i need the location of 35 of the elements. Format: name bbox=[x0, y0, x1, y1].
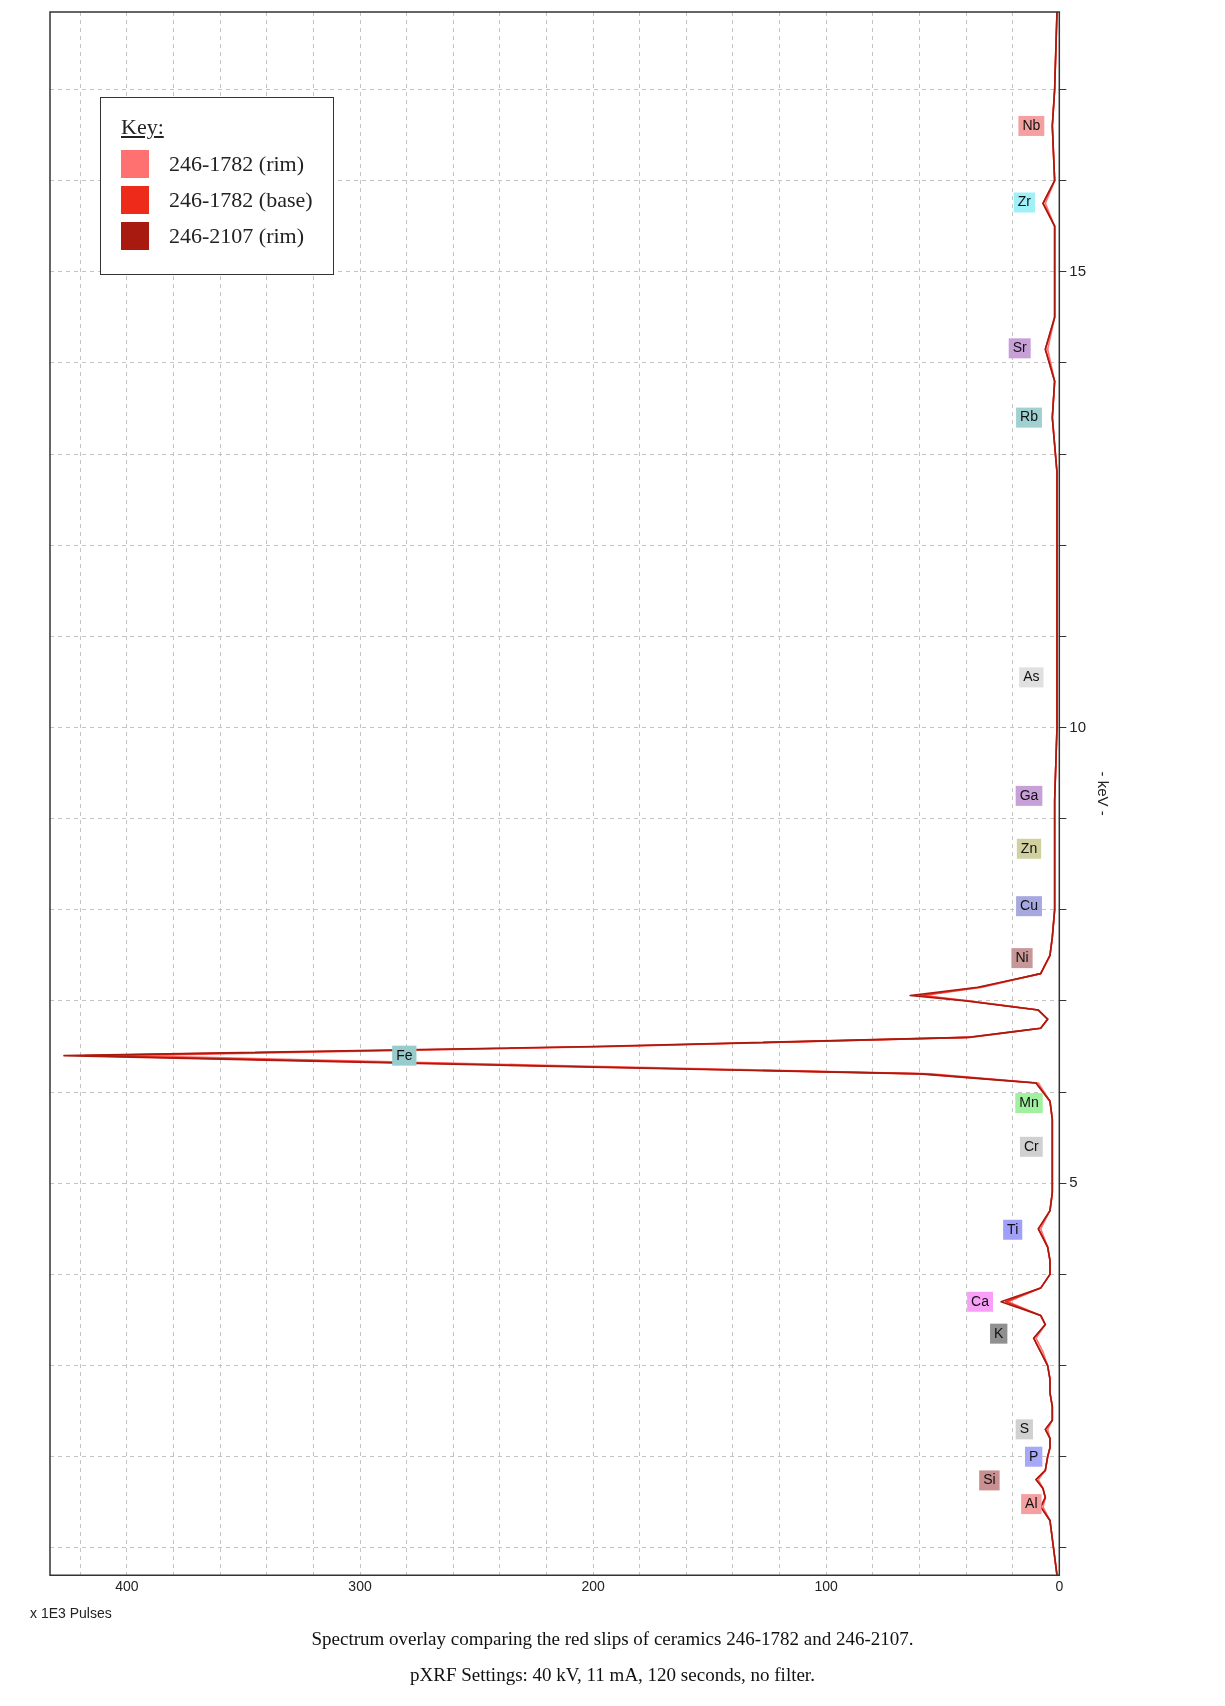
y-tick-label: 15 bbox=[1069, 261, 1086, 279]
annotation: Mn bbox=[1019, 1093, 1039, 1110]
annotation: As bbox=[1023, 668, 1040, 685]
x-tick-label: 0 bbox=[1055, 1578, 1064, 1595]
annotation: Rb bbox=[1020, 408, 1039, 425]
y-axis-title: - keV - bbox=[1094, 771, 1112, 816]
annotation: Al bbox=[1025, 1494, 1038, 1511]
annotation: Zr bbox=[1017, 193, 1032, 210]
x-axis-title: x 1E3 Pulses bbox=[30, 1605, 112, 1622]
legend-label: 246-2107 (rim) bbox=[169, 223, 305, 249]
annotation: Fe bbox=[396, 1046, 413, 1063]
annotation: Sr bbox=[1012, 339, 1028, 356]
legend-label: 246-1782 (base) bbox=[169, 187, 313, 213]
text: pXRF Settings: 40 kV, 11 mA, 120 seconds, no filter. bbox=[409, 1664, 816, 1686]
x-tick-label: 100 bbox=[814, 1578, 839, 1595]
annotation: Cu bbox=[1020, 897, 1038, 914]
annotation: S bbox=[1019, 1420, 1030, 1437]
legend-label: 246-1782 (rim) bbox=[169, 151, 305, 177]
text: Spectrum overlay comparing the red slips of ceramics 246-1782 and 246-2107. bbox=[310, 1628, 915, 1650]
annotation: Cr bbox=[1023, 1137, 1040, 1154]
x-tick-label: 200 bbox=[581, 1578, 606, 1595]
y-tick-label: 5 bbox=[1069, 1173, 1078, 1191]
annotation: P bbox=[1029, 1447, 1039, 1464]
x-tick-label: 400 bbox=[115, 1578, 139, 1595]
annotation: K bbox=[994, 1324, 1005, 1341]
annotation: Zn bbox=[1020, 839, 1038, 856]
annotation: Ga bbox=[1019, 786, 1039, 803]
annotation: Nb bbox=[1022, 116, 1041, 133]
annotation: Si bbox=[983, 1471, 996, 1488]
annotation: Ni bbox=[1015, 948, 1029, 965]
x-tick-label: 300 bbox=[348, 1578, 372, 1595]
y-tick-label: 10 bbox=[1069, 717, 1086, 735]
annotation: Ca bbox=[971, 1292, 990, 1309]
legend-title: Key: bbox=[121, 114, 165, 140]
annotation: Ti bbox=[1007, 1220, 1019, 1237]
